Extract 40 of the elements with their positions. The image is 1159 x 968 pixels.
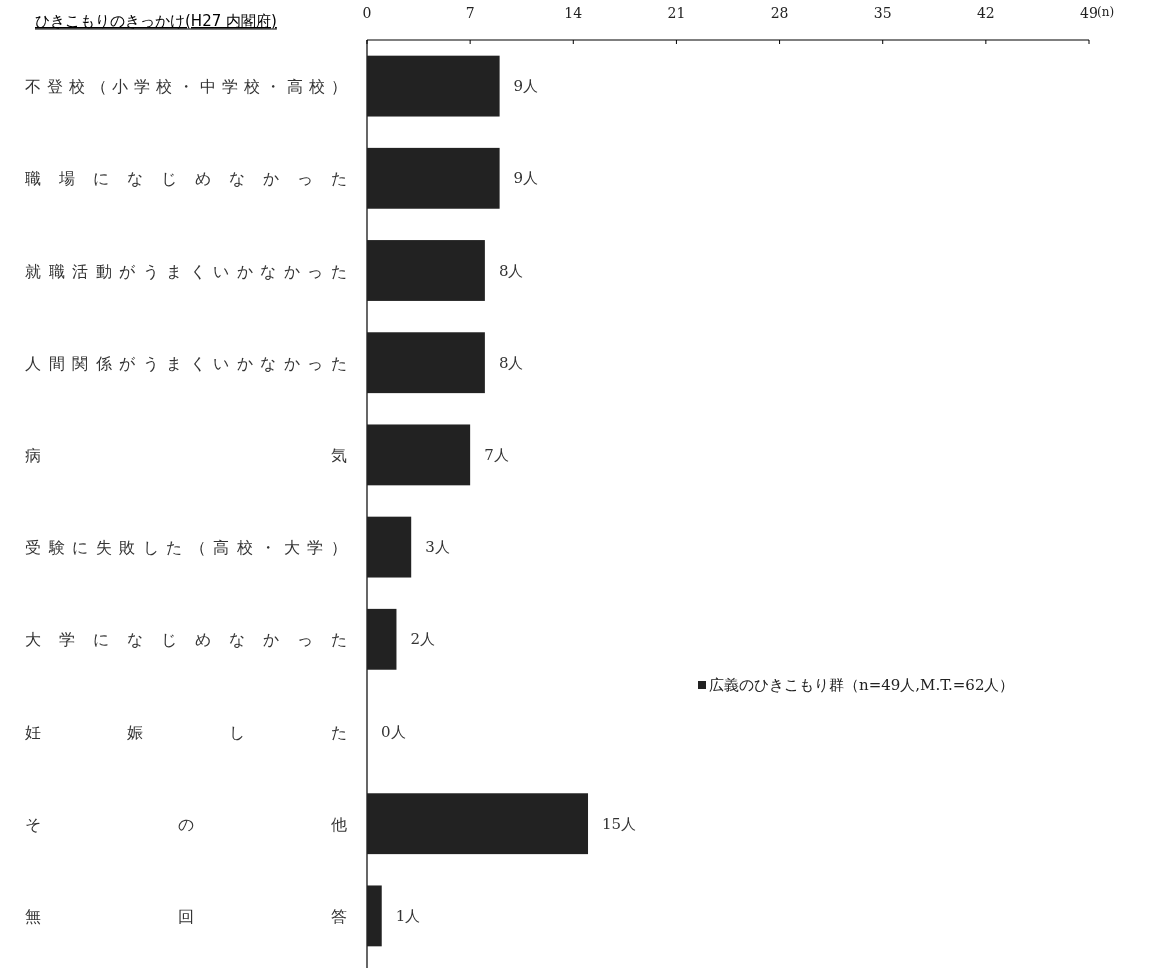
bar (367, 608, 397, 670)
x-tick-label: 0 (362, 5, 372, 21)
data-label: 7人 (484, 445, 509, 464)
y-tick-label: 不登校（小学校・中学校・高校） (25, 77, 347, 97)
y-tick-label: 受験に失敗した（高校・大学） (25, 538, 347, 558)
bar (367, 885, 382, 947)
data-label: 15人 (602, 814, 637, 833)
x-tick-label: 21 (667, 5, 686, 21)
bar (367, 55, 500, 117)
data-label: 8人 (498, 261, 524, 280)
y-tick-label: 無回答 (25, 906, 347, 926)
bar (367, 240, 485, 301)
data-label: 9人 (513, 169, 539, 188)
y-tick-label: 病気 (25, 445, 347, 465)
data-label: 2人 (410, 630, 436, 649)
x-tick-label: 14 (564, 5, 583, 21)
data-label: 9人 (513, 77, 539, 96)
data-label: 3人 (425, 538, 450, 557)
x-tick-label: 7 (465, 5, 475, 21)
y-tick-label: 大学になじめなかった (25, 630, 347, 650)
y-tick-label: 妊娠した (25, 722, 347, 742)
data-label: 8人 (498, 353, 524, 372)
x-tick-label: 28 (770, 5, 789, 21)
y-tick-label: 就職活動がうまくいかなかった (25, 261, 347, 281)
x-tick-label: 42 (976, 5, 995, 21)
x-tick-label: 35 (873, 5, 892, 21)
y-tick-label: その他 (25, 814, 347, 834)
text: ひきこもりのきっかけ(H27 内閣府) (35, 12, 277, 30)
y-tick-label: 職場になじめなかった (25, 169, 347, 189)
x-axis-title: (n) (1097, 5, 1115, 19)
data-label: 0人 (381, 722, 406, 741)
bar (367, 793, 589, 855)
x-tick-label: 49 (1080, 5, 1098, 21)
bar (367, 424, 471, 486)
bar (367, 147, 500, 209)
legend-label: 広義のひきこもり群（n=49人,M.T.=62人） (709, 676, 1015, 694)
bar (367, 332, 485, 394)
y-tick-label: 人間関係がうまくいかなかった (25, 353, 347, 373)
bar (367, 516, 412, 578)
data-label: 1人 (395, 906, 421, 925)
